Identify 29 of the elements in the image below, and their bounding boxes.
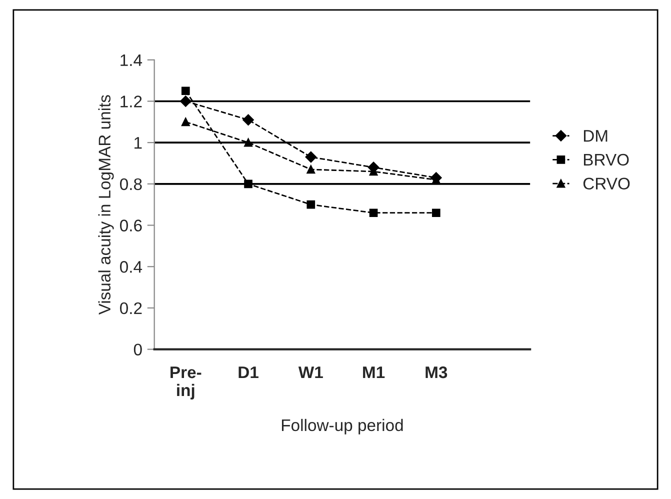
- y-tick-label: 0.6: [120, 220, 142, 232]
- y-tick-label: 1: [134, 137, 142, 149]
- x-axis-title: Follow-up period: [282, 418, 403, 434]
- x-tick-label: M3: [426, 366, 448, 378]
- point: [305, 151, 317, 163]
- y-tick-label: 1.2: [120, 96, 142, 108]
- point: [244, 138, 252, 147]
- x-tick-label: Pre- inj: [170, 366, 202, 400]
- legend-label: CRVO: [583, 178, 630, 190]
- y-tick-label: 0.2: [120, 302, 142, 314]
- y-tick-label: 0: [134, 344, 142, 356]
- x-tick-label: W1: [298, 366, 323, 378]
- point: [369, 208, 378, 218]
- point: [181, 118, 190, 126]
- x-tick-label: M1: [363, 366, 385, 378]
- point: [180, 96, 192, 107]
- y-tick-label: 0.4: [120, 261, 142, 273]
- y-axis-title: Visual acuity in LogMAR units: [98, 95, 114, 315]
- legend-label: DM: [584, 130, 608, 142]
- point: [181, 86, 190, 96]
- point: [306, 165, 316, 174]
- x-tick-label: D1: [238, 366, 258, 378]
- point: [432, 208, 440, 218]
- legend-label: BRVO: [584, 154, 629, 166]
- y-tick-label: 0.8: [120, 178, 142, 190]
- point: [306, 200, 316, 209]
- point: [244, 180, 252, 188]
- y-tick-label: 1.4: [120, 54, 142, 66]
- point: [242, 114, 254, 126]
